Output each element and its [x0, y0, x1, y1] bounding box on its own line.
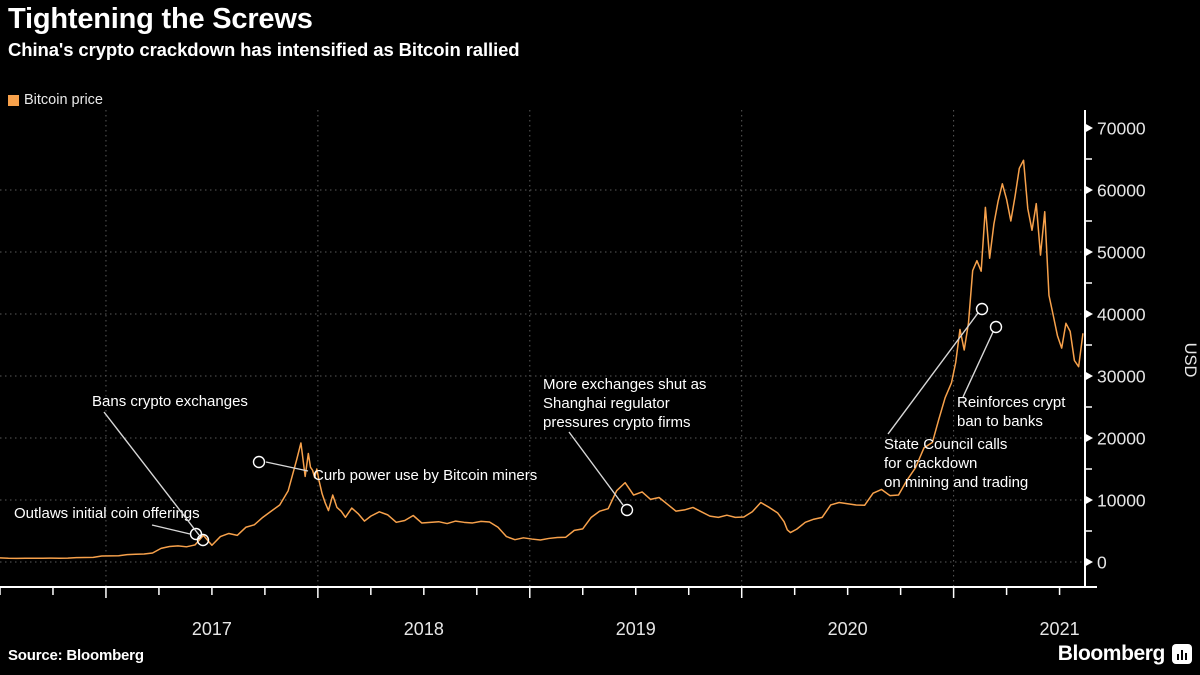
- y-axis-tick-label: 0: [1097, 553, 1107, 573]
- annotation-label: Reinforces crypt ban to banks: [957, 394, 1066, 430]
- bloomberg-terminal-icon: [1172, 644, 1192, 664]
- annotation-label-line: Outlaws initial coin offerings: [14, 505, 200, 522]
- y-axis: 0 10000 20000 30000 40000 50000 60000 70000 USD: [1084, 110, 1199, 587]
- y-axis-title: USD: [1181, 343, 1199, 378]
- annotation-marker: [196, 533, 210, 547]
- y-axis-tick-label: 10000: [1097, 491, 1146, 511]
- annotation-label-line: Curb power use by Bitcoin miners: [313, 467, 537, 484]
- axis-gutter-mask: [1086, 108, 1200, 562]
- annotation-label-line: Bans crypto exchanges: [92, 393, 248, 410]
- x-axis-tick-label: 2018: [404, 619, 444, 639]
- annotation-label: Bans crypto exchanges: [92, 393, 248, 410]
- annotation-leader-line: [265, 461, 309, 472]
- annotation-label-line: ban to banks: [957, 413, 1043, 430]
- annotation-reinforces-crypto-ban: Reinforces crypt ban to banks: [957, 320, 1066, 430]
- x-axis-tick-label: 2019: [616, 619, 656, 639]
- annotation-label-line: pressures crypto firms: [543, 414, 691, 431]
- annotation-leader-line: [151, 524, 191, 535]
- annotations: Outlaws initial coin offerings Bans crypt…: [14, 302, 1066, 547]
- annotation-curb-power-use: Curb power use by Bitcoin miners: [252, 455, 537, 484]
- legend-swatch-icon: [8, 94, 19, 106]
- y-axis-tick-label: 30000: [1097, 367, 1146, 387]
- annotation-label-line: State Council calls: [884, 436, 1007, 453]
- annotation-label: More exchanges shut as Shanghai regulator…: [543, 376, 706, 431]
- annotation-marker: [989, 320, 1003, 334]
- y-axis-tick-arrow: [1085, 185, 1093, 195]
- annotation-label-line: More exchanges shut as: [543, 376, 706, 393]
- source-label: Source: Bloomberg: [8, 647, 144, 664]
- gridlines: [0, 110, 1085, 587]
- annotation-bans-crypto-exchanges: Bans crypto exchanges: [92, 393, 248, 547]
- x-axis-tick-label: 2017: [192, 619, 232, 639]
- annotation-label-line: for crackdown: [884, 455, 977, 472]
- x-axis-tick-label: 2021: [1040, 619, 1080, 639]
- legend-item-label: Bitcoin price: [24, 92, 103, 108]
- y-axis-tick-arrow: [1085, 433, 1093, 443]
- y-axis-tick-label: 40000: [1097, 305, 1146, 325]
- annotation-marker: [252, 455, 266, 469]
- y-axis-tick-arrow: [1085, 247, 1093, 257]
- annotation-marker: [975, 302, 989, 316]
- annotation-state-council-crackdown: State Council calls for crackdown on minin…: [884, 302, 1028, 491]
- y-axis-tick-arrow: [1085, 309, 1093, 319]
- y-axis-tick-label: 20000: [1097, 429, 1146, 449]
- annotation-leader-line: [103, 411, 200, 536]
- y-axis-tick-label: 50000: [1097, 243, 1146, 263]
- annotation-label: State Council calls for crackdown on minin…: [884, 436, 1028, 491]
- annotation-leader-line: [887, 312, 979, 435]
- chart-footer: Source: Bloomberg Bloomberg: [0, 639, 1200, 675]
- brand-wordmark: Bloomberg: [1057, 642, 1166, 665]
- chart-header: Tightening the Screws China's crypto cra…: [8, 2, 1188, 62]
- annotation-label-line: Reinforces crypt: [957, 394, 1066, 411]
- bloomberg-brand: Bloomberg: [1058, 643, 1192, 665]
- annotation-more-exchanges-shut: More exchanges shut as Shanghai regulator…: [543, 376, 706, 517]
- x-axis-tick-label: 2020: [828, 619, 868, 639]
- annotation-label: Outlaws initial coin offerings: [14, 505, 200, 522]
- chart-legend: Bitcoin price: [8, 93, 103, 107]
- page-title: Tightening the Screws: [8, 3, 313, 35]
- series-line-bitcoin-price: [0, 159, 1084, 560]
- annotation-leader-line: [568, 431, 624, 506]
- page-subtitle: China's crypto crackdown has intensified…: [8, 39, 520, 60]
- annotation-leader-line: [962, 331, 994, 398]
- y-axis-tick-arrow: [1085, 557, 1093, 567]
- y-axis-tick-arrow: [1085, 495, 1093, 505]
- annotation-outlaws-icos: Outlaws initial coin offerings: [14, 505, 203, 541]
- y-axis-tick-arrow: [1085, 371, 1093, 381]
- y-axis-tick-label: 70000: [1097, 119, 1146, 139]
- y-axis-tick-label: 60000: [1097, 181, 1146, 201]
- annotation-label-line: on mining and trading: [884, 474, 1028, 491]
- annotation-marker: [620, 503, 634, 517]
- annotation-label-line: Shanghai regulator: [543, 395, 670, 412]
- annotation-label: Curb power use by Bitcoin miners: [313, 467, 537, 484]
- x-axis: 2017 2018 2019 2020 2021: [0, 586, 1097, 639]
- y-axis-tick-arrow: [1085, 123, 1093, 133]
